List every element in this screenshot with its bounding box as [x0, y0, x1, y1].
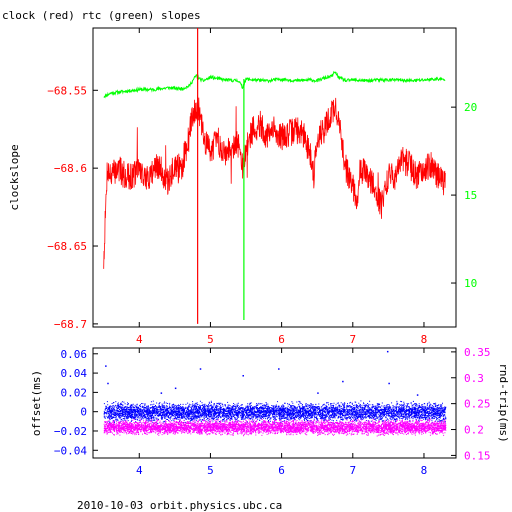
bottom-panel: 4 5 6 7 8 0.06 0.04 0.02 0 −0.02 −0.04 0.35 0.3 0.25 0…	[30, 346, 510, 477]
plot-frame	[92, 347, 457, 459]
y2-tick-label: 0.25	[464, 398, 491, 411]
plot-frame	[92, 27, 457, 328]
offset-outlier-point	[388, 382, 390, 385]
offset-scatter-points	[103, 400, 447, 425]
x-tick-label: 8	[421, 464, 428, 477]
offset-outlier-point	[342, 380, 344, 383]
y-tick-label: 0.06	[61, 348, 88, 361]
y-tick-label: −68.65	[47, 240, 87, 253]
offset-outlier-point	[416, 394, 419, 396]
y-tick-label: 0	[80, 406, 87, 419]
y-tick-label: −0.04	[54, 444, 87, 457]
x-tick-label: 5	[207, 333, 214, 346]
y-tick-label: −68.55	[47, 84, 87, 97]
offset-outlier-point	[160, 392, 163, 394]
x-tick-label: 4	[136, 464, 143, 477]
x-tick-label: 6	[278, 464, 285, 477]
y-axis-label: offset(ms)	[30, 370, 43, 436]
offset-outlier-point	[242, 375, 244, 377]
offset-outlier-point	[386, 350, 389, 353]
offset-outlier-point	[199, 368, 202, 370]
offset-outlier-point	[174, 387, 177, 390]
y-tick-label: −68.7	[54, 318, 87, 331]
offset-outlier-point	[105, 365, 107, 367]
y-tick-label: 0.02	[61, 386, 88, 399]
y-tick-label: 0.04	[61, 367, 88, 380]
offset-outlier-point	[278, 368, 280, 370]
y2-tick-label: 0.2	[464, 424, 484, 437]
x-tick-label: 4	[136, 333, 143, 346]
x-tick-label: 7	[349, 464, 356, 477]
x-tick-label: 8	[421, 333, 428, 346]
offset-outlier-point	[107, 382, 109, 385]
x-tick-label: 5	[207, 464, 214, 477]
y2-tick-label: 10	[464, 277, 477, 290]
y2-axis-label: rnd-trip(ms)	[497, 363, 510, 442]
x-tick-label: 6	[278, 333, 285, 346]
y2-tick-label: 0.35	[464, 346, 491, 359]
rtc-series-line	[103, 70, 446, 99]
clock-series-line	[103, 94, 446, 269]
y-tick-label: −0.02	[54, 425, 87, 438]
footer-text: 2010-10-03 orbit.physics.ubc.ca	[77, 499, 282, 512]
top-panel: 4 5 6 7 8 −68.55 −68.6 −68.65 −68.7 10 15 20 clocksl…	[8, 27, 477, 346]
y-tick-label: −68.6	[54, 162, 87, 175]
roundtrip-scatter-points	[103, 418, 447, 437]
figure-title: clock (red) rtc (green) slopes	[2, 9, 201, 22]
offset-outlier-point	[317, 392, 319, 394]
y2-tick-label: 0.15	[464, 449, 491, 462]
y2-tick-label: 0.3	[464, 372, 484, 385]
x-tick-label: 7	[349, 333, 356, 346]
y2-tick-label: 20	[464, 101, 477, 114]
y-axis-label: clockslope	[8, 144, 21, 210]
y2-tick-label: 15	[464, 189, 477, 202]
